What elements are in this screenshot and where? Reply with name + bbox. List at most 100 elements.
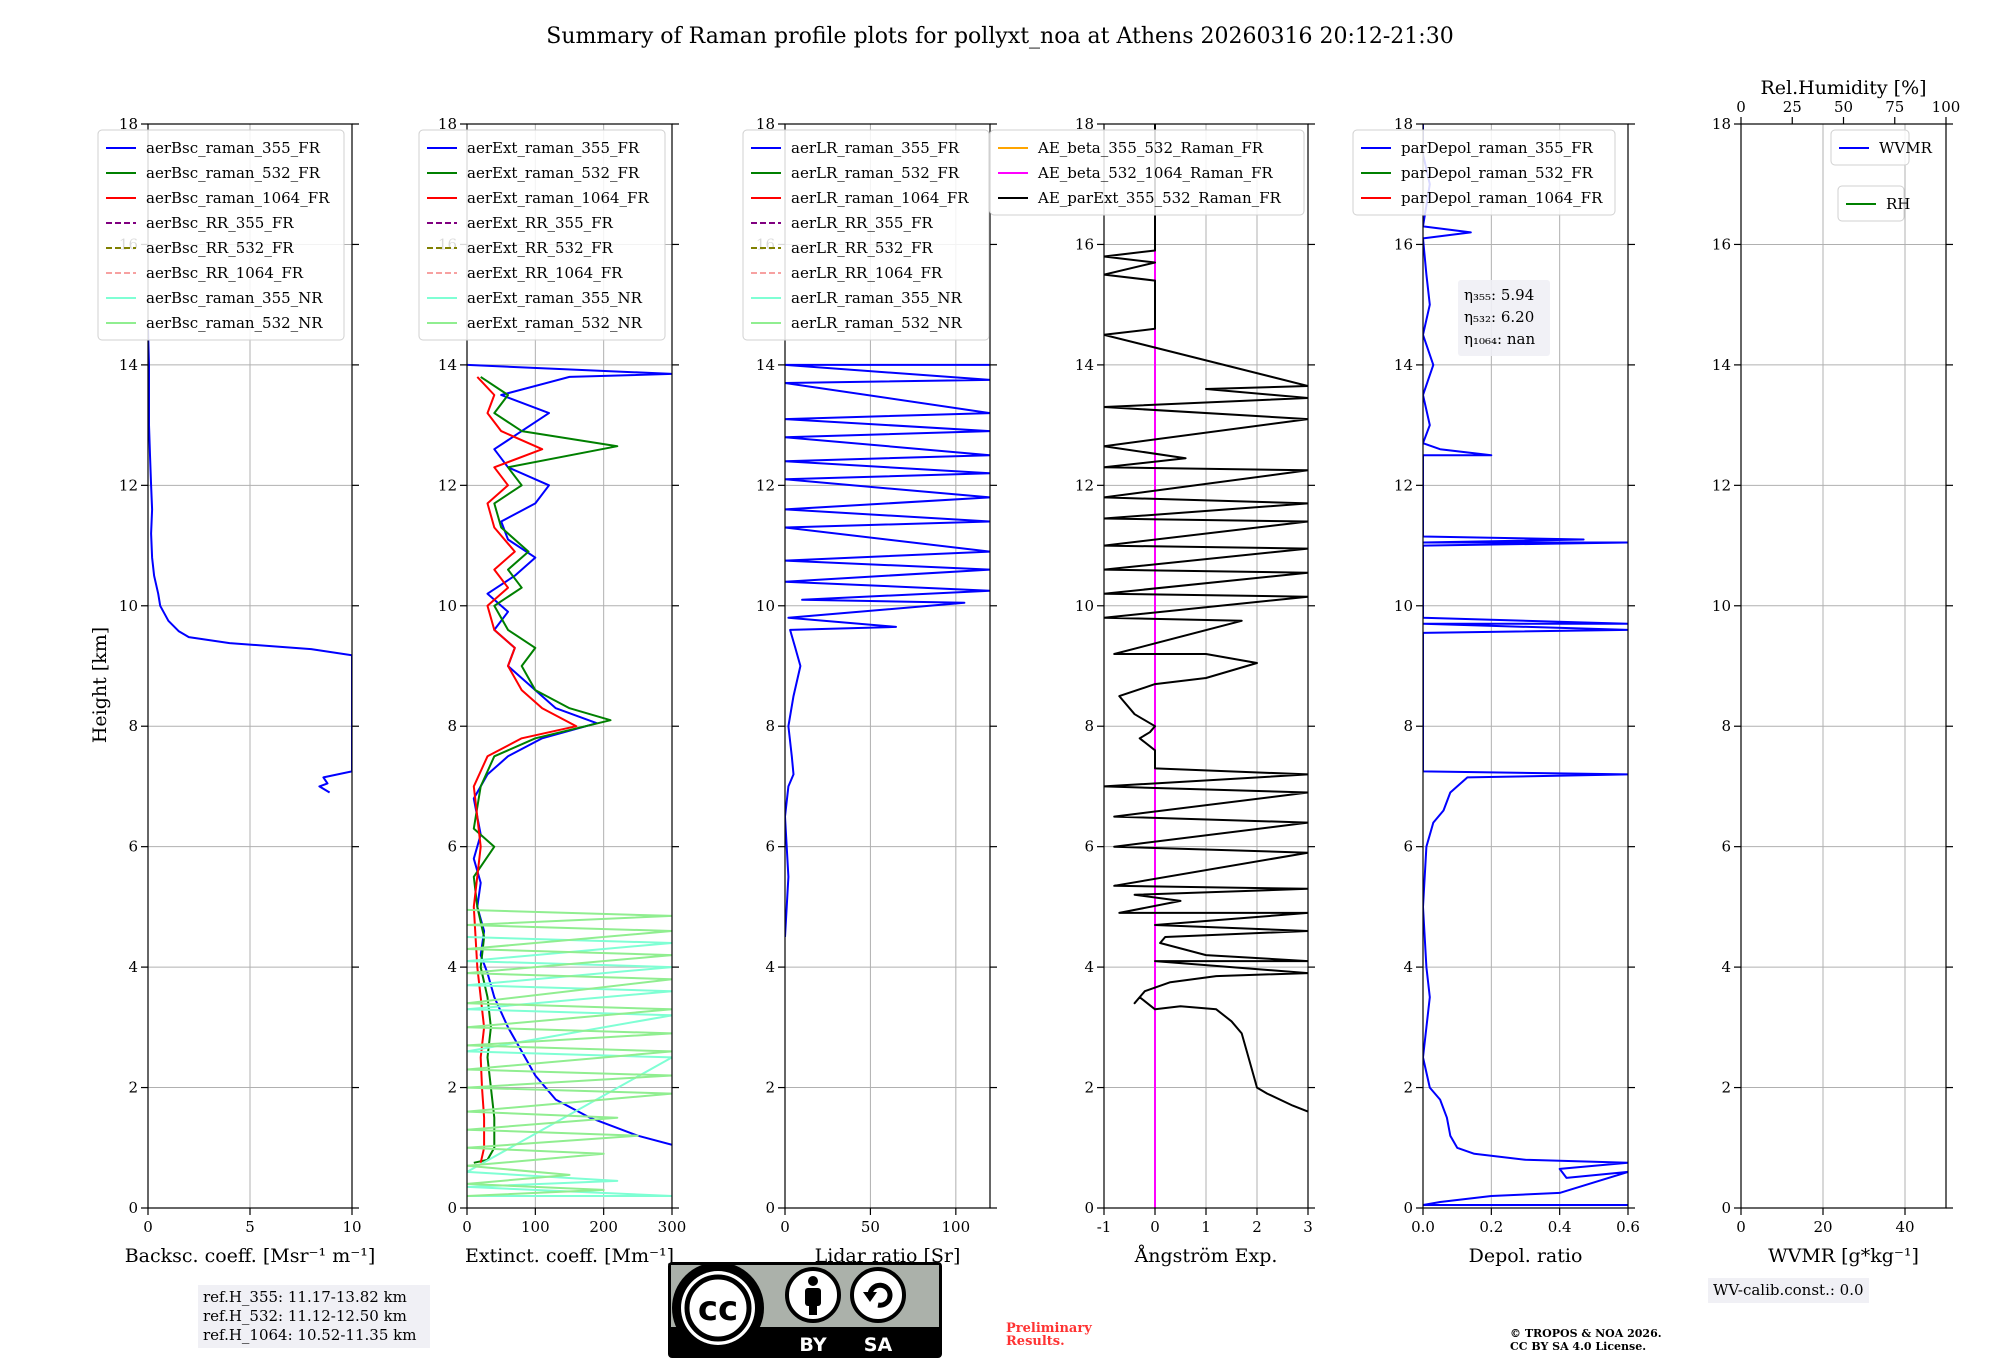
y-tick-label: 18 <box>756 115 775 133</box>
y-tick-label: 14 <box>438 356 457 374</box>
top-x-tick-label: 75 <box>1885 98 1904 116</box>
legend-entry: aerExt_raman_1064_FR <box>467 189 649 207</box>
y-tick-label: 12 <box>1712 476 1731 494</box>
legend-entry: aerExt_RR_532_FR <box>467 239 614 257</box>
legend-entry: AE_beta_355_532_Raman_FR <box>1037 139 1264 157</box>
y-tick-label: 8 <box>1403 717 1413 735</box>
y-tick-label: 18 <box>1712 115 1731 133</box>
panel-lr: 050100024681012141618Lidar ratio [Sr]aer… <box>742 115 997 1267</box>
y-tick-label: 6 <box>1721 838 1731 856</box>
y-tick-label: 8 <box>447 717 457 735</box>
copyright-line-1: © TROPOS & NOA 2026. <box>1510 1327 1662 1340</box>
y-tick-label: 2 <box>1403 1079 1413 1097</box>
legend-entry: aerLR_raman_355_FR <box>791 139 960 157</box>
eta-annotation-line: η₃₅₅: 5.94 <box>1464 286 1534 304</box>
legend-entry: aerBsc_RR_355_FR <box>146 214 294 232</box>
top-x-tick-label: 0 <box>1736 98 1746 116</box>
legend2-entry: RH <box>1886 195 1910 213</box>
series-aerExt_raman_1064_FR <box>472 376 578 1164</box>
series-parDepol_raman_355_FR <box>1423 124 1628 1206</box>
eta-annotation-box <box>1458 280 1550 356</box>
x-tick-label: 0 <box>143 1218 153 1236</box>
wv-calib-text: WV-calib.const.: 0.0 <box>1713 1281 1864 1299</box>
legend-entry: parDepol_raman_1064_FR <box>1401 189 1603 207</box>
copyright-note: © TROPOS & NOA 2026. CC BY SA 4.0 Licens… <box>1510 1327 1662 1353</box>
y-tick-label: 4 <box>1084 958 1094 976</box>
y-tick-label: 10 <box>119 597 138 615</box>
eta-annotation-line: η₅₃₂: 6.20 <box>1464 308 1534 326</box>
x-tick-label: 300 <box>658 1218 687 1236</box>
series-aerExt_raman_532_FR <box>472 376 619 1164</box>
axes-frame <box>1422 123 1629 1209</box>
x-tick-label: 0.0 <box>1411 1218 1435 1236</box>
wv-calib-box: WV-calib.const.: 0.0 <box>1708 1278 1869 1303</box>
y-tick-label: 4 <box>447 958 457 976</box>
x-tick-label: 100 <box>942 1218 971 1236</box>
y-tick-label: 4 <box>1403 958 1413 976</box>
legend-box <box>1830 129 1910 166</box>
ref-height-1064: ref.H_1064: 10.52-11.35 km <box>203 1326 417 1344</box>
y-tick-label: 12 <box>1394 476 1413 494</box>
legend-entry: parDepol_raman_355_FR <box>1401 139 1594 157</box>
cc-license-badge[interactable]: cc BY SA <box>668 1262 942 1358</box>
y-tick-label: 6 <box>128 838 138 856</box>
y-tick-label: 18 <box>438 115 457 133</box>
series-AE_parExt_355_532_Raman_FR <box>1104 124 1308 1113</box>
legend-entry: aerBsc_RR_532_FR <box>146 239 294 257</box>
top-x-tick-label: 50 <box>1834 98 1853 116</box>
y-tick-label: 0 <box>1721 1199 1731 1217</box>
y-tick-label: 14 <box>119 356 138 374</box>
x-tick-label: 100 <box>521 1218 550 1236</box>
legend-entry: aerLR_raman_1064_FR <box>791 189 969 207</box>
y-tick-label: 4 <box>765 958 775 976</box>
x-tick-label: 0.4 <box>1548 1218 1572 1236</box>
preliminary-note: Preliminary Results. <box>1006 1322 1092 1348</box>
y-tick-label: 8 <box>1084 717 1094 735</box>
y-tick-label: 10 <box>1712 597 1731 615</box>
x-tick-label: 0.6 <box>1616 1218 1640 1236</box>
legend-entry: aerLR_RR_532_FR <box>791 239 933 257</box>
figure-title: Summary of Raman profile plots for polly… <box>546 24 1453 49</box>
y-tick-label: 2 <box>1721 1079 1731 1097</box>
y-tick-label: 0 <box>128 1199 138 1217</box>
x-axis-label: Ångström Exp. <box>1134 1245 1278 1267</box>
legend-entry: aerExt_RR_355_FR <box>467 214 614 232</box>
x-axis-label: Depol. ratio <box>1469 1245 1583 1267</box>
y-tick-label: 6 <box>1084 838 1094 856</box>
x-tick-label: 10 <box>342 1218 361 1236</box>
y-tick-label: 6 <box>765 838 775 856</box>
legend-entry: aerLR_raman_532_NR <box>791 314 962 332</box>
eta-annotation-line: η₁₀₆₄: nan <box>1464 330 1535 348</box>
y-tick-label: 14 <box>1075 356 1094 374</box>
legend-entry: aerExt_raman_532_FR <box>467 164 640 182</box>
preliminary-line-1: Preliminary <box>1006 1321 1092 1336</box>
copyright-line-2: CC BY SA 4.0 License. <box>1510 1340 1647 1353</box>
svg-text:cc: cc <box>698 1289 738 1329</box>
x-tick-label: 0 <box>780 1218 790 1236</box>
y-tick-label: 10 <box>1075 597 1094 615</box>
y-tick-label: 12 <box>1075 476 1094 494</box>
series-aerBsc_raman_355_FR <box>148 328 352 794</box>
legend-entry: aerLR_raman_532_FR <box>791 164 960 182</box>
x-tick-label: 50 <box>861 1218 880 1236</box>
legend-entry: aerBsc_RR_1064_FR <box>146 264 304 282</box>
y-axis-label: Height [km] <box>89 627 111 743</box>
series-aerLR_raman_355_FR <box>785 363 990 938</box>
panel-dep: 0.0 0.2 0.4 0.6 0 2 4 6 8 10 12 14 16 18 Depol. ratio p… <box>1352 115 1640 1267</box>
y-tick-label: 12 <box>119 476 138 494</box>
x-axis-label: Lidar ratio [Sr] <box>815 1245 961 1267</box>
y-tick-label: 4 <box>1721 958 1731 976</box>
x-tick-label: 0 <box>1150 1218 1160 1236</box>
legend-box <box>418 129 666 341</box>
y-tick-label: 18 <box>119 115 138 133</box>
ref-height-532: ref.H_532: 11.12-12.50 km <box>203 1307 407 1325</box>
legend-box <box>97 129 345 341</box>
share-alike-icon <box>850 1267 906 1323</box>
y-tick-label: 14 <box>756 356 775 374</box>
legend-box <box>1352 129 1616 216</box>
legend-entry: aerExt_raman_355_FR <box>467 139 640 157</box>
y-tick-label: 2 <box>1084 1079 1094 1097</box>
x-axis-label: Backsc. coeff. [Msr⁻¹ m⁻¹] <box>125 1245 376 1267</box>
